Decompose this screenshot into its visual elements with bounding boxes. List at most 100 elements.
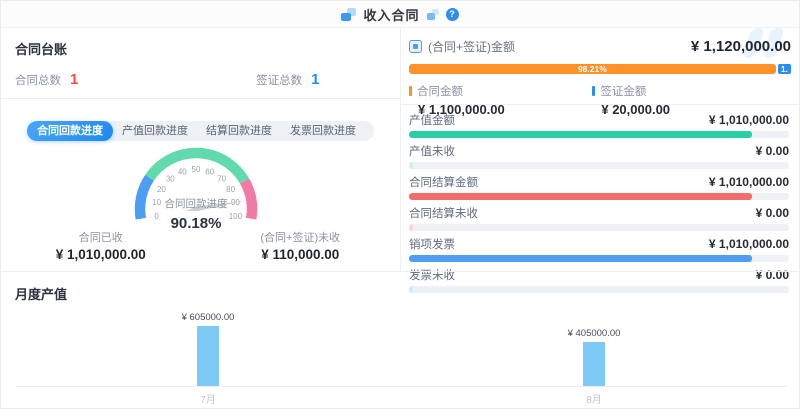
- metric-bar-track: [409, 193, 789, 200]
- metric-label: 产值未收: [409, 146, 455, 158]
- ledger-counts: 合同总数 1 签证总数 1: [15, 71, 386, 88]
- tab-合同回款进度[interactable]: 合同回款进度: [27, 121, 113, 141]
- help-icon[interactable]: ?: [445, 7, 459, 21]
- gauge-tick-label: 70: [217, 174, 226, 183]
- bar-value-label: ¥ 405000.00: [567, 328, 621, 339]
- metric-bar-fill: [409, 193, 752, 200]
- metric-label: 发票未收: [409, 270, 455, 282]
- metric-bar-fill: [409, 286, 413, 293]
- received-block: 合同已收 ¥ 1,010,000.00: [1, 229, 201, 262]
- legend-contract-value: ¥ 1,100,000.00: [418, 102, 505, 117]
- received-summary: 合同已收 ¥ 1,010,000.00 (合同+签证)未收 ¥ 110,000.…: [1, 229, 400, 262]
- progress-tabs: 合同回款进度 产值回款进度 结算回款进度 发票回款进度: [27, 121, 374, 141]
- metric-row-合同结算金额: 合同结算金额 ¥ 1,010,000.00: [409, 173, 789, 200]
- metric-bar-track: [409, 255, 789, 262]
- metric-label: 合同结算金额: [409, 177, 478, 189]
- metric-row-产值金额: 产值金额 ¥ 1,010,000.00: [409, 111, 789, 138]
- metric-label: 合同结算未收: [409, 208, 478, 220]
- metric-bar-track: [409, 162, 789, 169]
- gauge-arc-segment: [134, 174, 155, 220]
- metric-value: ¥ 1,010,000.00: [708, 237, 789, 251]
- amount-stacked-bar: 98.21% 1.: [409, 64, 791, 74]
- bar-8月: [583, 342, 605, 386]
- bar-slot-7月: ¥ 605000.00: [15, 312, 401, 386]
- metric-row-合同结算未收: 合同结算未收 ¥ 0.00: [409, 204, 789, 231]
- page-header: 收入合同 ?: [1, 1, 799, 28]
- visa-count: 签证总数 1: [256, 71, 319, 88]
- metric-bar-fill: [409, 131, 752, 138]
- visa-count-label: 签证总数: [256, 75, 303, 87]
- legend-visa-amount: 签证金额 ¥ 20,000.00: [592, 83, 775, 117]
- monthly-title: 月度产值: [15, 287, 68, 302]
- x-axis-label-8月: 8月: [586, 395, 602, 406]
- gauge-tick-label: 80: [226, 185, 235, 194]
- summary-total-value: ¥ 1,120,000.00: [690, 38, 791, 55]
- metric-bar-track: [409, 224, 789, 231]
- legend-contract-label: 合同金额: [417, 86, 463, 98]
- ledger-doc-icon: [409, 40, 422, 53]
- contract-ledger-panel: 合同台账 合同总数 1 签证总数 1: [1, 28, 401, 99]
- gauge-arc-segment: [239, 178, 258, 220]
- metric-value: ¥ 1,010,000.00: [708, 175, 789, 189]
- metric-bar-fill: [409, 224, 413, 231]
- monthly-x-axis: 7月 8月: [15, 391, 787, 406]
- contract-count-label: 合同总数: [15, 75, 61, 87]
- stacked-segment-合同金额: 98.21%: [409, 64, 776, 74]
- gauge-tick-label: 30: [166, 174, 175, 183]
- summary-header: (合同+签证)金额 ¥ 1,120,000.00: [409, 38, 791, 55]
- amount-legend: 合同金额 ¥ 1,100,000.00 签证金额 ¥ 20,000.00: [409, 83, 791, 117]
- gauge-tick-label: 10: [152, 198, 161, 207]
- stacked-segment-签证金额: 1.: [777, 64, 791, 74]
- folder-small-icon: [426, 8, 439, 20]
- metric-row-销项发票: 销项发票 ¥ 1,010,000.00: [409, 235, 789, 262]
- x-axis-label-7月: 7月: [200, 395, 216, 406]
- contract-count: 合同总数 1: [15, 71, 256, 88]
- legend-visa-value: ¥ 20,000.00: [601, 102, 671, 117]
- monthly-bar-chart: ¥ 605000.00 ¥ 405000.00: [15, 312, 787, 387]
- gauge-label: 合同回款进度: [165, 197, 228, 210]
- legend-marker-orange: [409, 86, 412, 96]
- metric-row-产值未收: 产值未收 ¥ 0.00: [409, 142, 789, 169]
- tab-结算回款进度[interactable]: 结算回款进度: [206, 125, 272, 137]
- gauge-needle: [186, 200, 248, 212]
- bar-7月: [197, 326, 219, 386]
- bar-value-label: ¥ 605000.00: [181, 312, 235, 323]
- page-title: 收入合同: [363, 7, 420, 23]
- metric-label: 销项发票: [409, 239, 455, 251]
- gauge-tick-label: 0: [154, 212, 159, 221]
- unreceived-block: (合同+签证)未收 ¥ 110,000.00: [201, 229, 401, 262]
- legend-visa-label: 签证金额: [600, 86, 647, 98]
- ledger-title: 合同台账: [15, 42, 68, 57]
- bar-slot-8月: ¥ 405000.00: [401, 312, 787, 386]
- gauge-tick-label: 20: [157, 185, 166, 194]
- gauge-tick-label: 50: [192, 165, 201, 174]
- unreceived-value: ¥ 110,000.00: [261, 247, 340, 262]
- progress-gauge-panel: 合同回款进度 产值回款进度 结算回款进度 发票回款进度 0 10 20 30 40 50 60 70…: [1, 99, 401, 271]
- metric-bars-panel: 产值金额 ¥ 1,010,000.00 产值未收 ¥ 0.00 合同结算金额 ¥ 1,01…: [401, 105, 799, 293]
- summary-title: (合同+签证)金额: [428, 40, 516, 54]
- legend-marker-blue: [592, 86, 596, 96]
- received-label: 合同已收: [78, 232, 123, 244]
- metric-value: ¥ 0.00: [755, 144, 789, 158]
- visa-count-value: 1: [311, 71, 320, 88]
- metric-bar-fill: [409, 255, 752, 262]
- metric-value: ¥ 1,010,000.00: [708, 113, 789, 127]
- contract-count-value: 1: [70, 71, 79, 88]
- metric-bar-fill: [409, 162, 413, 169]
- monthly-output-panel: 月度产值 ¥ 605000.00 ¥ 405000.00 7月 8月: [1, 271, 799, 408]
- gauge-tick-label: 100: [229, 212, 243, 221]
- gauge-value: 90.18%: [171, 215, 222, 232]
- gauge-arc-segment: [145, 147, 250, 184]
- unreceived-label: (合同+签证)未收: [260, 232, 341, 244]
- tab-产值回款进度[interactable]: 产值回款进度: [122, 125, 188, 137]
- received-value: ¥ 1,010,000.00: [55, 247, 146, 262]
- folder-icon: [341, 7, 357, 21]
- payment-progress-gauge: 0102030405060708090100合同回款进度90.18%: [134, 147, 258, 232]
- legend-contract-amount: 合同金额 ¥ 1,100,000.00: [409, 83, 592, 117]
- gauge-tick-label: 40: [178, 167, 187, 176]
- metric-bar-track: [409, 131, 789, 138]
- metric-bar-track: [409, 286, 789, 293]
- tab-发票回款进度[interactable]: 发票回款进度: [290, 125, 356, 137]
- amount-summary-panel: (合同+签证)金额 ¥ 1,120,000.00 98.21% 1. 合同金额 ¥…: [401, 28, 799, 117]
